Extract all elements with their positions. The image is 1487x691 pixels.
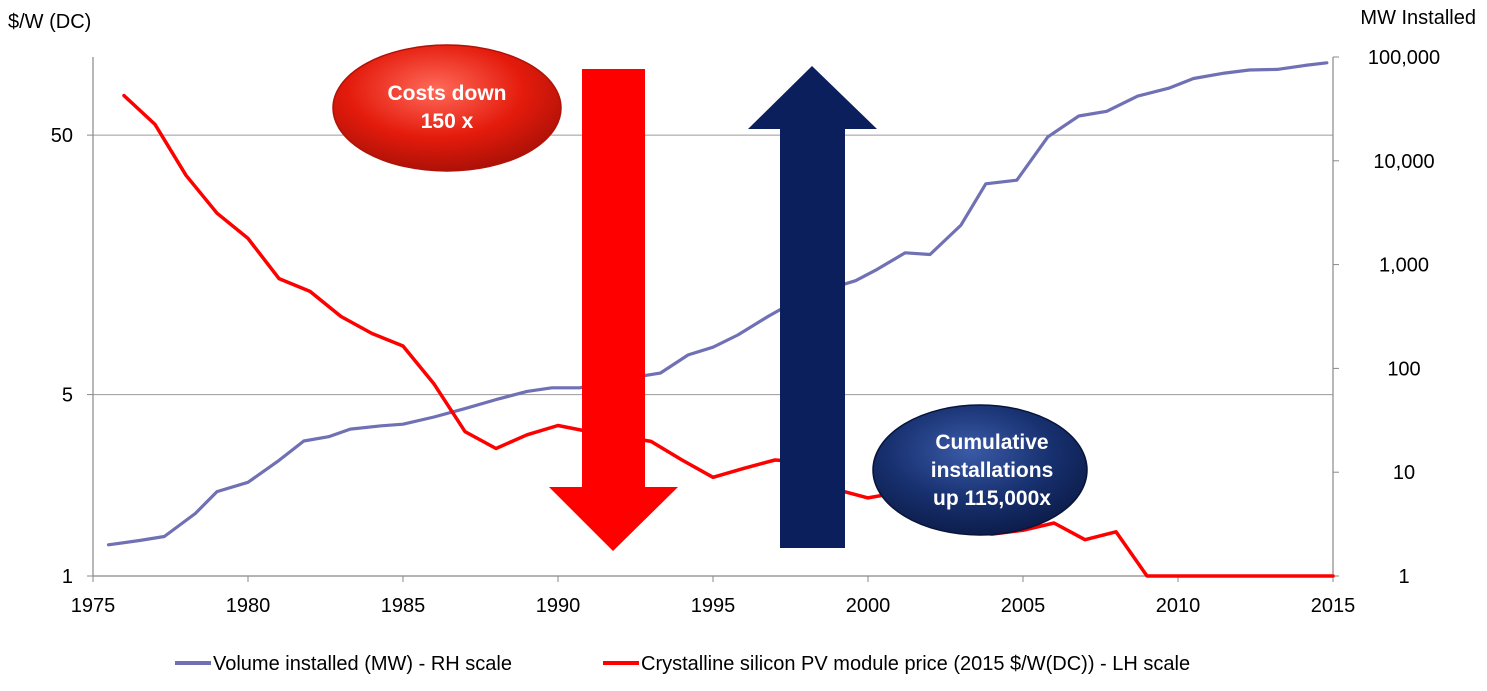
left-tick-label: 5: [62, 385, 73, 407]
installations-line-3: up 115,000x: [933, 487, 1051, 510]
right-tick-label: 100: [1387, 358, 1420, 380]
x-tick-label: 2010: [1156, 595, 1201, 617]
x-tick-label: 1980: [226, 595, 271, 617]
left-tick-label: 50: [51, 125, 73, 147]
costs-down-callout: Costs down 150 x: [332, 44, 562, 172]
x-tick-label: 2000: [846, 595, 891, 617]
left-axis-title: $/W (DC): [8, 11, 91, 33]
costs-down-line-2: 150 x: [421, 110, 474, 133]
series-line-price: [122, 93, 1335, 578]
right-tick-label: 1: [1398, 566, 1409, 588]
costs-down-line-1: Costs down: [388, 82, 507, 105]
x-tick-label: 2005: [1001, 595, 1046, 617]
legend: Volume installed (MW) - RH scale Crystal…: [175, 653, 1190, 675]
x-tick-label: 1990: [536, 595, 581, 617]
left-tick-label: 1: [62, 566, 73, 588]
costs-down-arrow: [549, 69, 678, 551]
legend-label-volume: Volume installed (MW) - RH scale: [213, 653, 512, 675]
installations-line-1: Cumulative: [935, 431, 1048, 454]
right-axis-title: MW Installed: [1360, 7, 1476, 29]
legend-label-price: Crystalline silicon PV module price (201…: [641, 653, 1190, 675]
right-tick-label: 100,000: [1368, 47, 1440, 69]
right-axis-ticks: 1 10 100 1,000 10,000 100,000: [1333, 47, 1440, 588]
right-tick-label: 10: [1393, 462, 1415, 484]
x-tick-label: 1975: [71, 595, 116, 617]
installations-line-2: installations: [931, 459, 1054, 482]
series-line-volume: [106, 61, 1329, 547]
x-tick-label: 2015: [1311, 595, 1356, 617]
installations-up-arrow: [748, 66, 877, 548]
x-axis-ticks: 1975 1980 1985 1990 1995 2000 2005 2010 2015: [71, 576, 1356, 617]
x-tick-label: 1985: [381, 595, 426, 617]
installations-up-callout: Cumulative installations up 115,000x: [872, 404, 1088, 536]
right-tick-label: 10,000: [1373, 151, 1434, 173]
right-tick-label: 1,000: [1379, 255, 1429, 277]
x-tick-label: 1995: [691, 595, 736, 617]
gridlines: [93, 134, 1333, 396]
series-layer: [106, 61, 1335, 578]
